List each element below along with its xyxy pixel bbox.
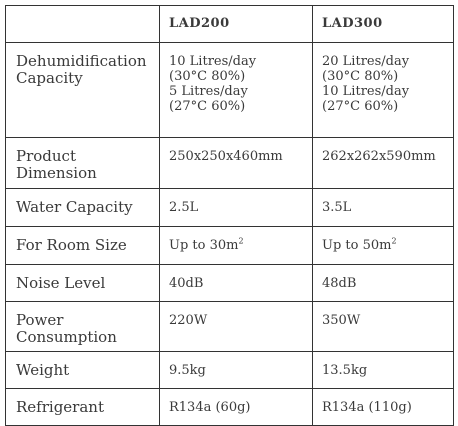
- table-row-noise-level: Noise Level 40dB 48dB: [5, 264, 454, 302]
- lad300-value: 350W: [312, 301, 454, 352]
- condition-line: (30°C 80%): [169, 69, 246, 84]
- table-row-dehumidification: Dehumidification Capacity 10 Litres/day …: [5, 42, 454, 138]
- table-row-water-capacity: Water Capacity 2.5L 3.5L: [5, 188, 454, 227]
- lad300-value: 20 Litres/day (30°C 80%) 10 Litres/day (…: [312, 42, 454, 138]
- condition-line: (30°C 80%): [322, 69, 399, 84]
- lad300-value: 3.5L: [312, 188, 454, 227]
- lad200-value: 10 Litres/day (30°C 80%) 5 Litres/day (2…: [159, 42, 313, 138]
- lad300-value: 262x262x590mm: [312, 137, 454, 189]
- lad200-value: 250x250x460mm: [159, 137, 313, 189]
- row-label: Product Dimension: [5, 137, 160, 189]
- room-size-text: Up to 50m: [322, 238, 392, 253]
- header-row: LAD200 LAD300: [5, 5, 454, 43]
- table-row-weight: Weight 9.5kg 13.5kg: [5, 351, 454, 389]
- header-blank-cell: [5, 5, 160, 43]
- lad200-value: 220W: [159, 301, 313, 352]
- row-label: For Room Size: [5, 226, 160, 265]
- row-label: Dehumidification Capacity: [5, 42, 160, 138]
- table-row-dimension: Product Dimension 250x250x460mm 262x262x…: [5, 137, 454, 189]
- lad300-value: 13.5kg: [312, 351, 454, 389]
- lad200-value: Up to 30m2: [159, 226, 313, 265]
- row-label: Noise Level: [5, 264, 160, 302]
- row-label-line: Consumption: [16, 328, 117, 346]
- row-label: Weight: [5, 351, 160, 389]
- lad200-value: 9.5kg: [159, 351, 313, 389]
- row-label-line: Power: [16, 311, 64, 329]
- row-label: Refrigerant: [5, 388, 160, 426]
- capacity-line: 10 Litres/day: [322, 84, 410, 99]
- table-row-refrigerant: Refrigerant R134a (60g) R134a (110g): [5, 388, 454, 426]
- table-row-room-size: For Room Size Up to 30m2 Up to 50m2: [5, 226, 454, 265]
- lad200-value: R134a (60g): [159, 388, 313, 426]
- lad300-value: Up to 50m2: [312, 226, 454, 265]
- lad200-value: 2.5L: [159, 188, 313, 227]
- lad200-value: 40dB: [159, 264, 313, 302]
- model-lad200-header: LAD200: [159, 5, 313, 43]
- room-size-text: Up to 30m: [169, 238, 239, 253]
- row-label-line: Product: [16, 147, 76, 165]
- lad300-value: R134a (110g): [312, 388, 454, 426]
- capacity-line: 10 Litres/day: [169, 54, 257, 69]
- squared-superscript: 2: [238, 236, 244, 246]
- condition-line: (27°C 60%): [169, 99, 246, 114]
- squared-superscript: 2: [391, 236, 397, 246]
- lad300-value: 48dB: [312, 264, 454, 302]
- row-label: Power Consumption: [5, 301, 160, 352]
- row-label-line: Dehumidification: [16, 52, 147, 70]
- spec-table: LAD200 LAD300 Dehumidification Capacity …: [5, 5, 454, 426]
- table-row-power: Power Consumption 220W 350W: [5, 301, 454, 352]
- model-lad300-header: LAD300: [312, 5, 454, 43]
- capacity-line: 5 Litres/day: [169, 84, 248, 99]
- row-label-line: Dimension: [16, 164, 97, 182]
- row-label-line: Capacity: [16, 69, 83, 87]
- row-label: Water Capacity: [5, 188, 160, 227]
- condition-line: (27°C 60%): [322, 99, 399, 114]
- capacity-line: 20 Litres/day: [322, 54, 410, 69]
